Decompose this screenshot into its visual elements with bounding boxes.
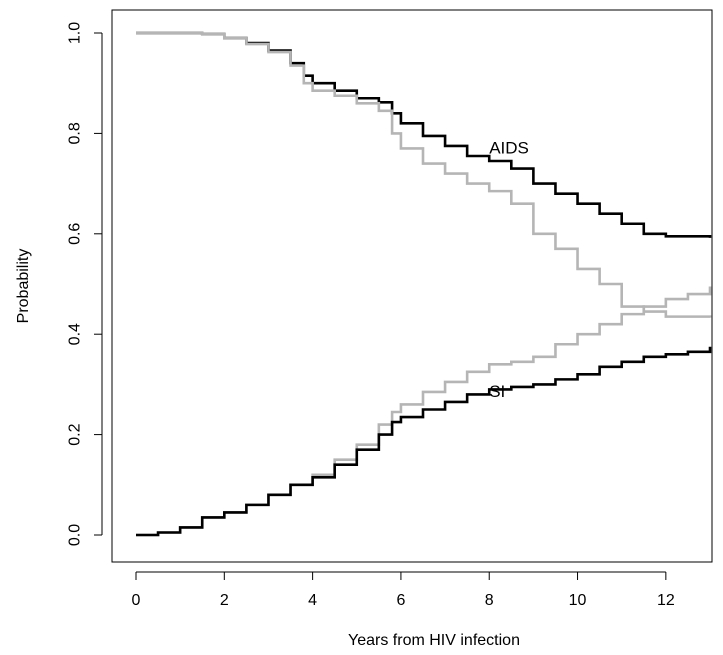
curve-1 bbox=[136, 31, 712, 318]
x-axis: 0 2 4 6 8 10 12 bbox=[132, 571, 675, 609]
x-tick-label-1: 2 bbox=[220, 592, 229, 609]
curve-3 bbox=[136, 346, 712, 537]
y-axis-title: Probability bbox=[15, 249, 32, 324]
curves-layer bbox=[136, 31, 712, 537]
x-tick-label-6: 12 bbox=[657, 592, 675, 609]
x-tick-label-0: 0 bbox=[132, 592, 141, 609]
x-tick-label-5: 10 bbox=[569, 592, 587, 609]
plot-frame bbox=[111, 9, 713, 563]
x-axis-title: Years from HIV infection bbox=[348, 632, 520, 649]
x-tick-label-4: 8 bbox=[485, 592, 494, 609]
annotations-layer: AIDS SI bbox=[489, 138, 529, 400]
y-tick-label-3: 0.6 bbox=[67, 223, 84, 245]
y-tick-label-2: 0.4 bbox=[67, 323, 84, 345]
x-tick-label-3: 6 bbox=[396, 592, 405, 609]
curve-0 bbox=[136, 31, 712, 238]
annotation-aids: AIDS bbox=[489, 138, 529, 157]
y-tick-label-1: 0.2 bbox=[67, 423, 84, 445]
x-tick-label-2: 4 bbox=[308, 592, 317, 609]
y-tick-label-5: 1.0 bbox=[67, 22, 84, 44]
y-axis: 0.0 0.2 0.4 0.6 0.8 1.0 bbox=[67, 22, 103, 546]
y-tick-label-4: 0.8 bbox=[67, 122, 84, 144]
annotation-si: SI bbox=[489, 382, 505, 401]
y-tick-label-0: 0.0 bbox=[67, 524, 84, 546]
